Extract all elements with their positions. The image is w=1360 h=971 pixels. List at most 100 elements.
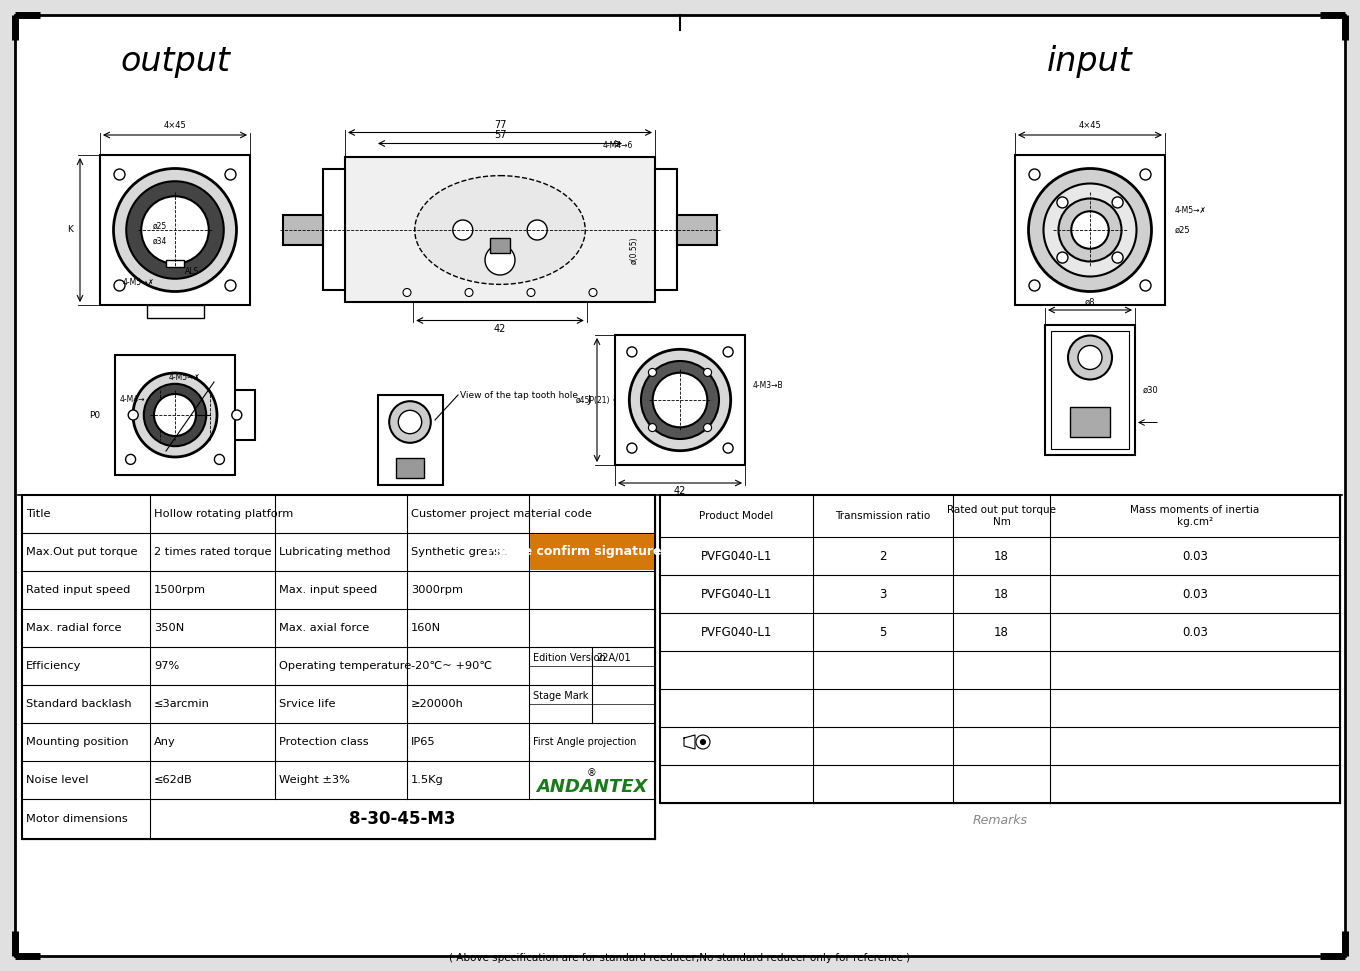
Circle shape [1057, 252, 1068, 263]
Circle shape [700, 740, 706, 745]
Text: Motor dimensions: Motor dimensions [26, 814, 128, 824]
Text: ®: ® [588, 768, 597, 778]
Text: Title: Title [26, 509, 50, 519]
Circle shape [649, 423, 657, 431]
Circle shape [453, 220, 473, 240]
Circle shape [627, 347, 636, 357]
Circle shape [465, 288, 473, 296]
Bar [378, 395, 442, 485]
Text: IP65: IP65 [411, 737, 435, 747]
Text: 8-30-45-M3: 8-30-45-M3 [350, 810, 456, 828]
Text: ø8: ø8 [1085, 298, 1095, 307]
Circle shape [630, 350, 730, 451]
Text: 4×45: 4×45 [1078, 121, 1102, 130]
Text: 0.03: 0.03 [1182, 587, 1208, 600]
Circle shape [627, 443, 636, 453]
Circle shape [141, 196, 208, 264]
Bar [656, 170, 677, 290]
Text: 18: 18 [994, 550, 1009, 562]
Circle shape [114, 169, 125, 180]
Circle shape [1043, 184, 1137, 277]
Circle shape [126, 182, 224, 279]
Circle shape [1030, 280, 1040, 291]
Circle shape [224, 169, 237, 180]
Text: 42: 42 [673, 486, 687, 496]
Circle shape [1028, 169, 1152, 291]
Text: K: K [67, 225, 73, 235]
Text: 42: 42 [494, 323, 506, 333]
Text: 0.03: 0.03 [1182, 550, 1208, 562]
Circle shape [398, 411, 422, 434]
Text: Customer project material code: Customer project material code [411, 509, 592, 519]
Bar [283, 215, 324, 245]
Circle shape [653, 373, 707, 427]
Bar [660, 495, 1340, 803]
Bar [147, 305, 204, 318]
Circle shape [125, 454, 136, 464]
Circle shape [724, 443, 733, 453]
Text: Max. axial force: Max. axial force [279, 623, 370, 633]
Text: Standard backlash: Standard backlash [26, 699, 132, 709]
Text: 77: 77 [494, 119, 506, 129]
Text: 5: 5 [880, 625, 887, 639]
Bar [530, 534, 654, 570]
Text: 0.03: 0.03 [1182, 625, 1208, 639]
Text: ANDANTEX: ANDANTEX [536, 778, 647, 796]
Text: 2: 2 [880, 550, 887, 562]
Text: PVFG040-L1: PVFG040-L1 [700, 625, 772, 639]
Circle shape [1068, 336, 1112, 380]
Circle shape [389, 401, 431, 443]
Bar [116, 390, 256, 440]
Text: output: output [120, 46, 230, 79]
Text: Noise level: Noise level [26, 775, 88, 785]
Bar [1070, 408, 1110, 438]
Circle shape [589, 288, 597, 296]
Circle shape [1072, 212, 1108, 249]
Circle shape [528, 288, 534, 296]
Text: Srvice life: Srvice life [279, 699, 336, 709]
Circle shape [703, 423, 711, 431]
Text: ≥20000h: ≥20000h [411, 699, 464, 709]
Circle shape [1112, 252, 1123, 263]
Text: ø25: ø25 [152, 221, 167, 231]
Circle shape [154, 394, 196, 436]
Circle shape [486, 245, 515, 275]
Text: PVFG040-L1: PVFG040-L1 [700, 550, 772, 562]
Text: 1.5Kg: 1.5Kg [411, 775, 443, 785]
Circle shape [128, 410, 139, 420]
Circle shape [113, 169, 237, 291]
Text: ≤3arcmin: ≤3arcmin [154, 699, 209, 709]
Text: ( Above specification are for standard reeducer,No standard reducer only for ref: ( Above specification are for standard r… [449, 953, 911, 963]
Text: -20℃~ +90℃: -20℃~ +90℃ [411, 661, 492, 671]
Text: 4-M4→: 4-M4→ [120, 395, 146, 405]
Text: ø45P(21): ø45P(21) [575, 395, 611, 405]
Text: 3000rpm: 3000rpm [411, 585, 462, 595]
Circle shape [1078, 346, 1102, 370]
Text: Mass moments of inertia
kg.cm²: Mass moments of inertia kg.cm² [1130, 505, 1259, 527]
Text: Remarks: Remarks [972, 815, 1028, 827]
Bar [1051, 331, 1129, 449]
Text: Transmission ratio: Transmission ratio [835, 511, 930, 521]
Bar [101, 155, 250, 305]
Text: Protection class: Protection class [279, 737, 369, 747]
Text: ≤62dB: ≤62dB [154, 775, 193, 785]
Text: 4-M4→6: 4-M4→6 [602, 141, 632, 150]
Text: View of the tap tooth hole: View of the tap tooth hole [460, 390, 578, 399]
Text: J: J [588, 395, 590, 405]
Circle shape [133, 373, 218, 457]
Text: Edition Version: Edition Version [533, 653, 605, 662]
Text: First Angle projection: First Angle projection [533, 737, 636, 747]
Text: 3: 3 [880, 587, 887, 600]
Circle shape [231, 410, 242, 420]
Ellipse shape [415, 176, 585, 285]
Text: ALS: ALS [185, 267, 200, 276]
Circle shape [703, 368, 711, 377]
Text: 160N: 160N [411, 623, 441, 633]
Text: 4-M5→✗: 4-M5→✗ [169, 373, 201, 382]
Bar [324, 170, 345, 290]
Text: ø34: ø34 [152, 237, 167, 246]
Text: Any: Any [154, 737, 175, 747]
Text: 2 times rated torque: 2 times rated torque [154, 547, 272, 557]
Text: Synthetic grease: Synthetic grease [411, 547, 507, 557]
Circle shape [641, 361, 719, 439]
